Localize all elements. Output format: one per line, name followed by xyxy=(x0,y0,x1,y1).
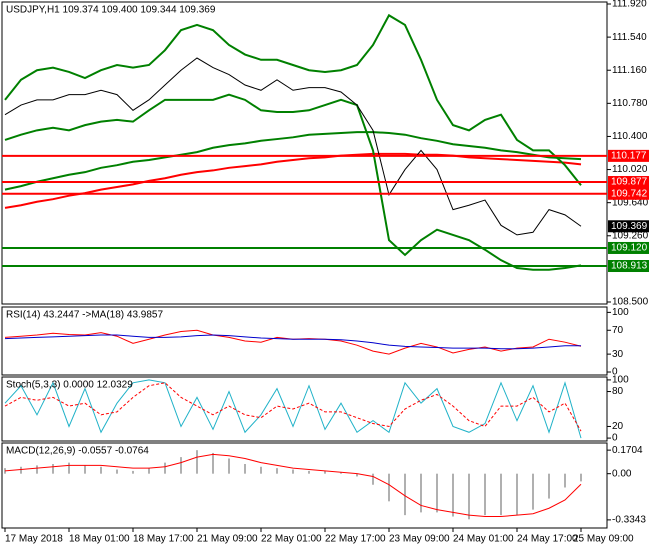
y-tick-label: 30 xyxy=(612,349,624,360)
y-tick-label: 108.500 xyxy=(612,297,649,308)
x-tick-label: 17 May 2018 xyxy=(5,534,63,545)
level-label: 109.120 xyxy=(611,243,648,254)
current-price-box xyxy=(608,220,649,233)
y-tick-label: 109.260 xyxy=(612,230,649,241)
histogram-bar xyxy=(244,464,246,474)
histogram-bar xyxy=(436,473,438,513)
y-tick-label: 0 xyxy=(612,433,618,444)
histogram-bar xyxy=(52,464,54,474)
histogram-bar xyxy=(68,462,70,474)
level-label-box xyxy=(608,176,649,189)
panel-frame xyxy=(1,442,608,529)
y-tick-label: 100 xyxy=(612,307,629,318)
histogram-bar xyxy=(308,470,310,474)
level-label: 109.742 xyxy=(611,188,648,199)
y-tick-label: 111.920 xyxy=(612,0,647,10)
histogram-bar xyxy=(196,450,198,474)
histogram-bar xyxy=(548,473,550,499)
histogram-bar xyxy=(500,473,502,516)
panel-frame xyxy=(1,1,608,305)
y-tick-label: 0.1704 xyxy=(612,445,643,456)
level-label: 110.177 xyxy=(611,151,647,162)
histogram-bar xyxy=(580,473,582,482)
panel-frame xyxy=(1,306,608,376)
y-tick-label: 110.020 xyxy=(612,164,648,175)
histogram-bar xyxy=(532,473,534,510)
y-tick-label: 0 xyxy=(612,367,618,378)
x-tick-label: 24 May 01:00 xyxy=(453,534,514,545)
histogram-bar xyxy=(180,457,182,474)
x-tick-label: 22 May 01:00 xyxy=(261,534,322,545)
level-label: 109.877 xyxy=(611,177,648,188)
histogram-bar xyxy=(36,465,38,474)
panel-title: MACD(12,26,9) -0.0557 -0.0764 xyxy=(6,446,149,457)
histogram-bar xyxy=(372,473,374,485)
y-tick-label: 0.00 xyxy=(612,468,632,479)
histogram-bar xyxy=(100,466,102,474)
series-line xyxy=(4,131,582,191)
y-tick-label: 20 xyxy=(612,421,624,432)
series-line xyxy=(4,382,582,432)
histogram-bar xyxy=(388,473,390,502)
series-line xyxy=(4,13,582,186)
x-tick-label: 21 May 09:00 xyxy=(197,534,258,545)
level-label-box xyxy=(608,187,649,200)
series-line xyxy=(4,379,582,439)
histogram-bar xyxy=(292,469,294,474)
series-line xyxy=(4,152,582,209)
histogram-bar xyxy=(404,473,406,516)
histogram-bar xyxy=(516,473,518,516)
histogram-bar xyxy=(20,466,22,474)
y-tick-label: 80 xyxy=(612,386,624,397)
histogram-bar xyxy=(452,473,454,517)
panel-frame xyxy=(1,376,608,442)
level-label-box xyxy=(608,241,649,254)
y-tick-label: 111.540 xyxy=(612,32,647,43)
histogram-bar xyxy=(132,470,134,474)
y-tick-label: 110.400 xyxy=(612,131,648,142)
histogram-bar xyxy=(116,469,118,474)
panel-title: USDJPY,H1 109.374 109.400 109.344 109.36… xyxy=(6,5,216,16)
x-tick-label: 23 May 09:00 xyxy=(389,534,450,545)
y-tick-label: 111.160 xyxy=(612,65,647,76)
series-line xyxy=(4,57,582,236)
level-label-box xyxy=(608,260,649,273)
panel-title: Stoch(5,3,3) 0.0000 12.0329 xyxy=(6,380,133,391)
series-line xyxy=(4,453,582,518)
level-label-box xyxy=(608,149,649,162)
y-tick-label: -0.3343 xyxy=(612,515,646,526)
histogram-bar xyxy=(324,470,326,474)
histogram-bar xyxy=(276,468,278,474)
y-tick-label: 70 xyxy=(612,325,624,336)
x-tick-label: 18 May 01:00 xyxy=(69,534,130,545)
level-label: 108.913 xyxy=(611,261,648,272)
histogram-bar xyxy=(468,473,470,520)
histogram-bar xyxy=(340,472,342,474)
x-tick-label: 24 May 17:00 xyxy=(517,534,578,545)
series-line xyxy=(4,334,582,350)
y-tick-label: 100 xyxy=(612,375,629,386)
x-tick-label: 22 May 17:00 xyxy=(325,534,386,545)
histogram-bar xyxy=(228,458,230,474)
histogram-bar xyxy=(260,466,262,474)
histogram-bar xyxy=(84,465,86,474)
series-line xyxy=(4,93,582,271)
histogram-bar xyxy=(564,473,566,488)
y-tick-label: 110.780 xyxy=(612,98,648,109)
histogram-bar xyxy=(356,473,358,477)
histogram-bar xyxy=(484,473,486,516)
histogram-bar xyxy=(148,468,150,474)
histogram-bar xyxy=(164,462,166,474)
x-tick-label: 18 May 17:00 xyxy=(133,534,194,545)
histogram-bar xyxy=(420,473,422,513)
panel-title: RSI(14) 43.2447 ->MA(18) 43.9857 xyxy=(6,310,163,321)
current-price-label: 109.369 xyxy=(611,221,648,232)
histogram-bar xyxy=(212,452,214,474)
y-tick-label: 109.640 xyxy=(612,197,649,208)
x-tick-label: 25 May 09:00 xyxy=(573,534,634,545)
